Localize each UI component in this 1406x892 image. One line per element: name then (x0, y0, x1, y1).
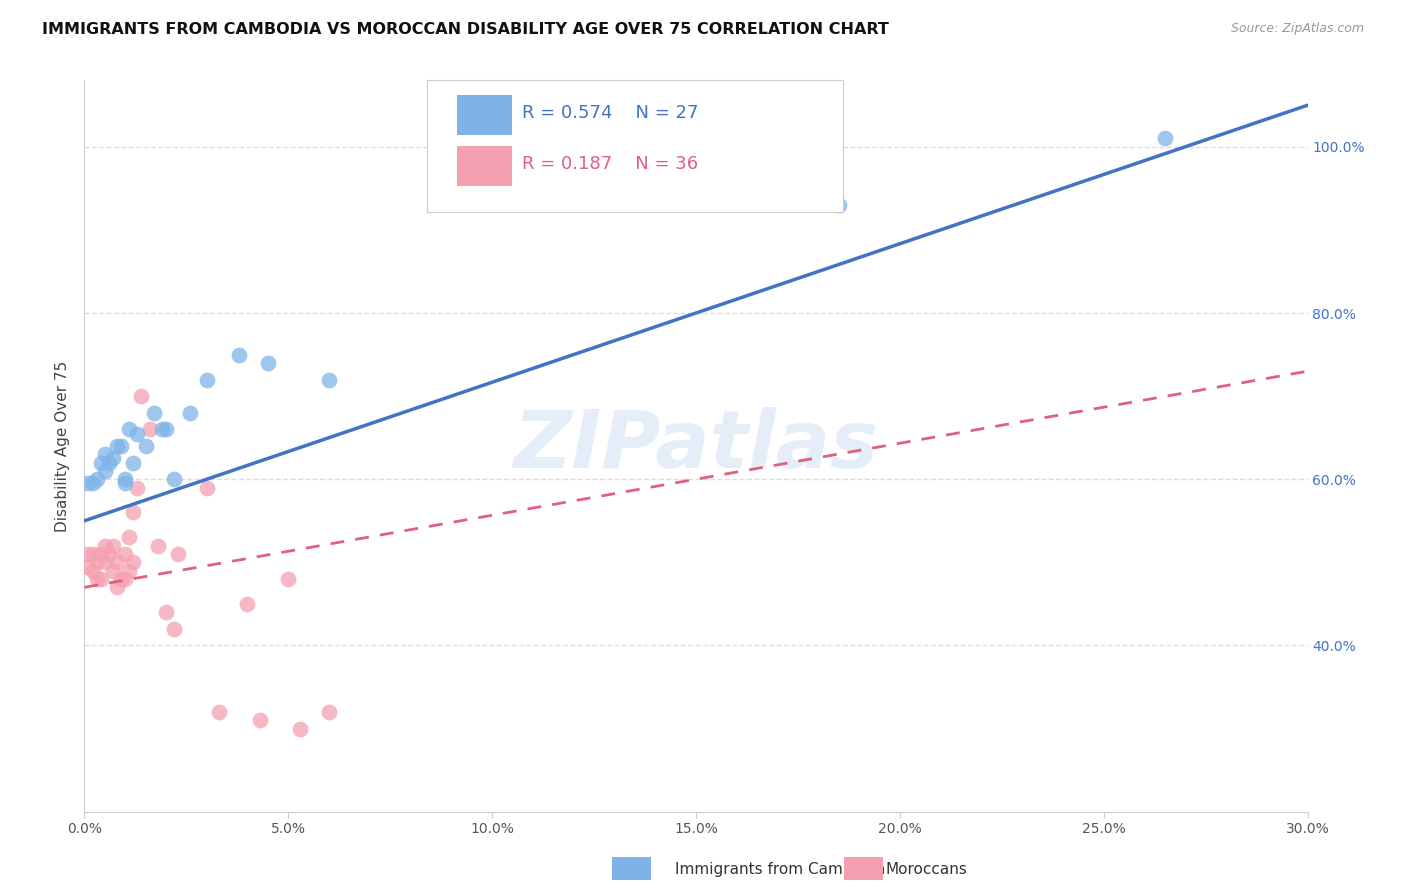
Point (114, 476, 136, 491)
Point (257, 356, 280, 370)
Point (82, 547, 104, 561)
Point (155, 422, 177, 436)
Point (249, 714, 271, 728)
Text: Source: ZipAtlas.com: Source: ZipAtlas.com (1230, 22, 1364, 36)
Point (828, 198, 851, 212)
Point (318, 372, 340, 386)
Text: R = 0.574    N = 27: R = 0.574 N = 27 (522, 104, 699, 122)
Point (77, 476, 100, 491)
Point (82, 564, 104, 578)
Point (90, 572, 112, 586)
Point (122, 456, 145, 470)
Point (77, 547, 100, 561)
Point (138, 422, 160, 436)
Point (101, 451, 124, 466)
Point (101, 564, 124, 578)
Point (163, 472, 186, 486)
Point (167, 547, 190, 561)
Point (101, 539, 124, 553)
Point (122, 506, 145, 520)
Point (90, 456, 112, 470)
Point (146, 539, 169, 553)
Point (82, 476, 104, 491)
Point (1154, 131, 1177, 145)
Point (93, 539, 117, 553)
Point (118, 530, 141, 544)
Point (208, 705, 231, 719)
FancyBboxPatch shape (427, 80, 842, 212)
Point (86, 472, 108, 486)
Point (97, 547, 120, 561)
Point (127, 426, 149, 441)
Point (131, 389, 153, 403)
Point (86, 555, 108, 569)
Point (195, 372, 218, 386)
Point (97, 456, 120, 470)
Text: Moroccans: Moroccans (886, 863, 967, 877)
Point (163, 622, 186, 636)
Point (155, 605, 177, 619)
Point (135, 439, 157, 453)
Text: ZIPatlas: ZIPatlas (513, 407, 879, 485)
Point (90, 547, 112, 561)
Point (110, 572, 132, 586)
Point (118, 422, 141, 436)
Y-axis label: Disability Age Over 75: Disability Age Over 75 (55, 360, 70, 532)
Point (290, 722, 312, 736)
Point (77, 559, 100, 574)
Point (127, 481, 149, 495)
Point (195, 481, 218, 495)
Point (110, 439, 132, 453)
Point (93, 555, 117, 569)
Point (114, 572, 136, 586)
Point (105, 580, 128, 594)
Point (179, 406, 201, 420)
Point (122, 555, 145, 569)
Text: IMMIGRANTS FROM CAMBODIA VS MOROCCAN DISABILITY AGE OVER 75 CORRELATION CHART: IMMIGRANTS FROM CAMBODIA VS MOROCCAN DIS… (42, 22, 889, 37)
Point (228, 348, 250, 362)
Point (142, 406, 165, 420)
Text: R = 0.187    N = 36: R = 0.187 N = 36 (522, 155, 699, 173)
Point (118, 564, 141, 578)
Point (236, 597, 259, 611)
Point (93, 464, 117, 478)
Point (86, 572, 108, 586)
Point (105, 439, 128, 453)
Point (114, 472, 136, 486)
Point (105, 555, 128, 569)
Point (150, 422, 173, 436)
Point (277, 572, 299, 586)
Point (318, 705, 340, 719)
Text: Immigrants from Cambodia: Immigrants from Cambodia (675, 863, 886, 877)
Point (114, 547, 136, 561)
Point (93, 447, 117, 461)
FancyBboxPatch shape (457, 146, 513, 186)
FancyBboxPatch shape (457, 95, 513, 136)
